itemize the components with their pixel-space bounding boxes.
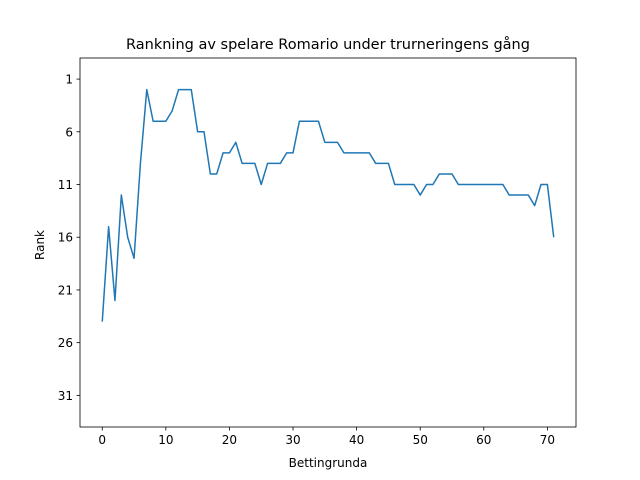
x-tick-label: 30 (285, 433, 300, 447)
chart-title: Rankning av spelare Romario under trurne… (126, 36, 530, 53)
y-tick-label: 16 (58, 231, 73, 245)
x-axis-label: Bettingrunda (289, 456, 368, 470)
x-tick-label: 0 (98, 433, 106, 447)
y-tick-label: 1 (65, 73, 73, 87)
y-tick-label: 31 (58, 389, 73, 403)
y-tick-label: 6 (65, 125, 73, 139)
y-tick-label: 26 (58, 336, 73, 350)
y-tick-label: 11 (58, 178, 73, 192)
x-tick-label: 20 (222, 433, 237, 447)
x-tick-label: 60 (476, 433, 491, 447)
y-tick-label: 21 (58, 283, 73, 297)
axes-frame (79, 57, 577, 428)
x-tick-label: 70 (540, 433, 555, 447)
x-tick-label: 10 (158, 433, 173, 447)
y-axis-label: Rank (33, 230, 47, 260)
x-tick-label: 50 (413, 433, 428, 447)
series-line-0 (101, 88, 555, 322)
x-tick-label: 40 (349, 433, 364, 447)
